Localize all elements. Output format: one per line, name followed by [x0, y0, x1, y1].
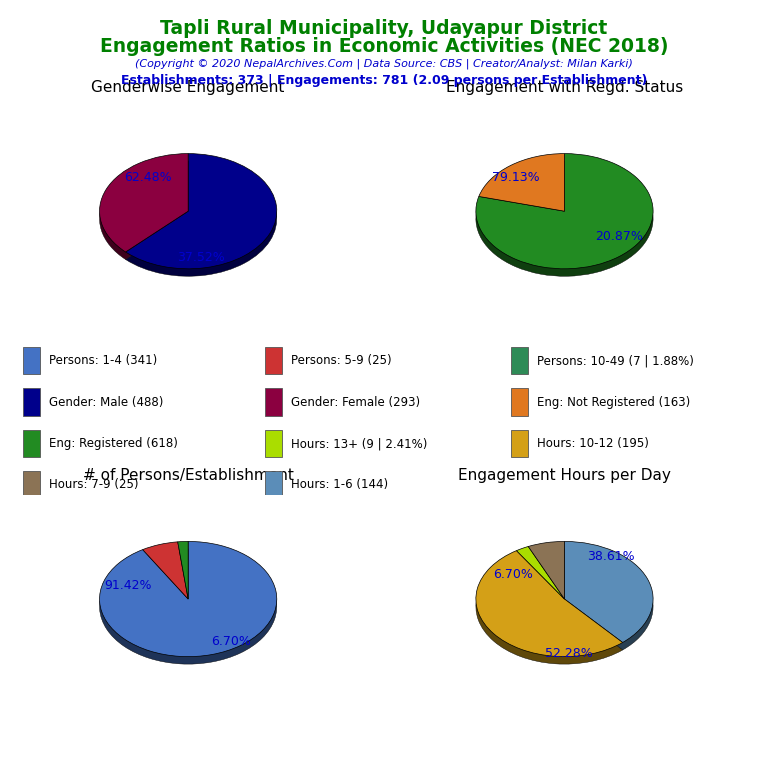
Title: Genderwise Engagement: Genderwise Engagement — [91, 80, 285, 94]
Wedge shape — [478, 154, 564, 211]
Wedge shape — [564, 549, 653, 650]
Wedge shape — [564, 541, 653, 643]
Wedge shape — [517, 554, 564, 607]
Text: Hours: 10-12 (195): Hours: 10-12 (195) — [537, 437, 649, 450]
Text: 52.28%: 52.28% — [545, 647, 593, 660]
Bar — [511, 389, 528, 416]
Bar — [511, 347, 528, 375]
Text: Engagement Ratios in Economic Activities (NEC 2018): Engagement Ratios in Economic Activities… — [100, 37, 668, 56]
Bar — [23, 472, 40, 499]
Wedge shape — [476, 558, 623, 664]
Title: Engagement with Regd. Status: Engagement with Regd. Status — [446, 80, 683, 94]
Wedge shape — [100, 161, 188, 260]
Wedge shape — [100, 154, 188, 252]
Text: 6.70%: 6.70% — [493, 568, 533, 581]
Text: Persons: 5-9 (25): Persons: 5-9 (25) — [291, 354, 392, 367]
Wedge shape — [177, 549, 188, 607]
Text: 20.87%: 20.87% — [595, 230, 644, 243]
Bar — [265, 389, 282, 416]
Bar — [265, 430, 282, 458]
Text: 38.61%: 38.61% — [587, 550, 634, 563]
Wedge shape — [126, 154, 276, 269]
Wedge shape — [476, 161, 653, 276]
Wedge shape — [100, 549, 276, 664]
Wedge shape — [476, 154, 653, 269]
Wedge shape — [126, 161, 276, 276]
Wedge shape — [517, 547, 564, 599]
Bar — [23, 389, 40, 416]
Wedge shape — [177, 541, 188, 599]
Text: (Copyright © 2020 NepalArchives.Com | Data Source: CBS | Creator/Analyst: Milan : (Copyright © 2020 NepalArchives.Com | Da… — [135, 58, 633, 69]
Text: Hours: 1-6 (144): Hours: 1-6 (144) — [291, 478, 388, 492]
Bar — [23, 430, 40, 458]
Text: Gender: Male (488): Gender: Male (488) — [49, 396, 164, 409]
Text: Gender: Female (293): Gender: Female (293) — [291, 396, 420, 409]
Text: Hours: 13+ (9 | 2.41%): Hours: 13+ (9 | 2.41%) — [291, 437, 428, 450]
Wedge shape — [476, 551, 623, 657]
Text: 91.42%: 91.42% — [104, 579, 151, 592]
Wedge shape — [100, 541, 276, 657]
Bar — [511, 430, 528, 458]
Text: Tapli Rural Municipality, Udayapur District: Tapli Rural Municipality, Udayapur Distr… — [161, 19, 607, 38]
Text: Persons: 1-4 (341): Persons: 1-4 (341) — [49, 354, 157, 367]
Text: 6.70%: 6.70% — [210, 635, 250, 648]
Wedge shape — [478, 161, 564, 219]
Text: Eng: Registered (618): Eng: Registered (618) — [49, 437, 178, 450]
Bar — [265, 472, 282, 499]
Wedge shape — [143, 542, 188, 599]
Text: Establishments: 373 | Engagements: 781 (2.09 persons per Establishment): Establishments: 373 | Engagements: 781 (… — [121, 74, 647, 88]
Text: Persons: 10-49 (7 | 1.88%): Persons: 10-49 (7 | 1.88%) — [537, 354, 694, 367]
Bar — [23, 347, 40, 375]
Title: Engagement Hours per Day: Engagement Hours per Day — [458, 468, 671, 482]
Wedge shape — [143, 549, 188, 607]
Text: 62.48%: 62.48% — [124, 171, 172, 184]
Wedge shape — [528, 541, 564, 599]
Text: 79.13%: 79.13% — [492, 171, 540, 184]
Text: 37.52%: 37.52% — [177, 251, 225, 263]
Text: Hours: 7-9 (25): Hours: 7-9 (25) — [49, 478, 139, 492]
Title: # of Persons/Establishment: # of Persons/Establishment — [83, 468, 293, 482]
Text: Eng: Not Registered (163): Eng: Not Registered (163) — [537, 396, 690, 409]
Bar — [265, 347, 282, 375]
Wedge shape — [528, 549, 564, 607]
